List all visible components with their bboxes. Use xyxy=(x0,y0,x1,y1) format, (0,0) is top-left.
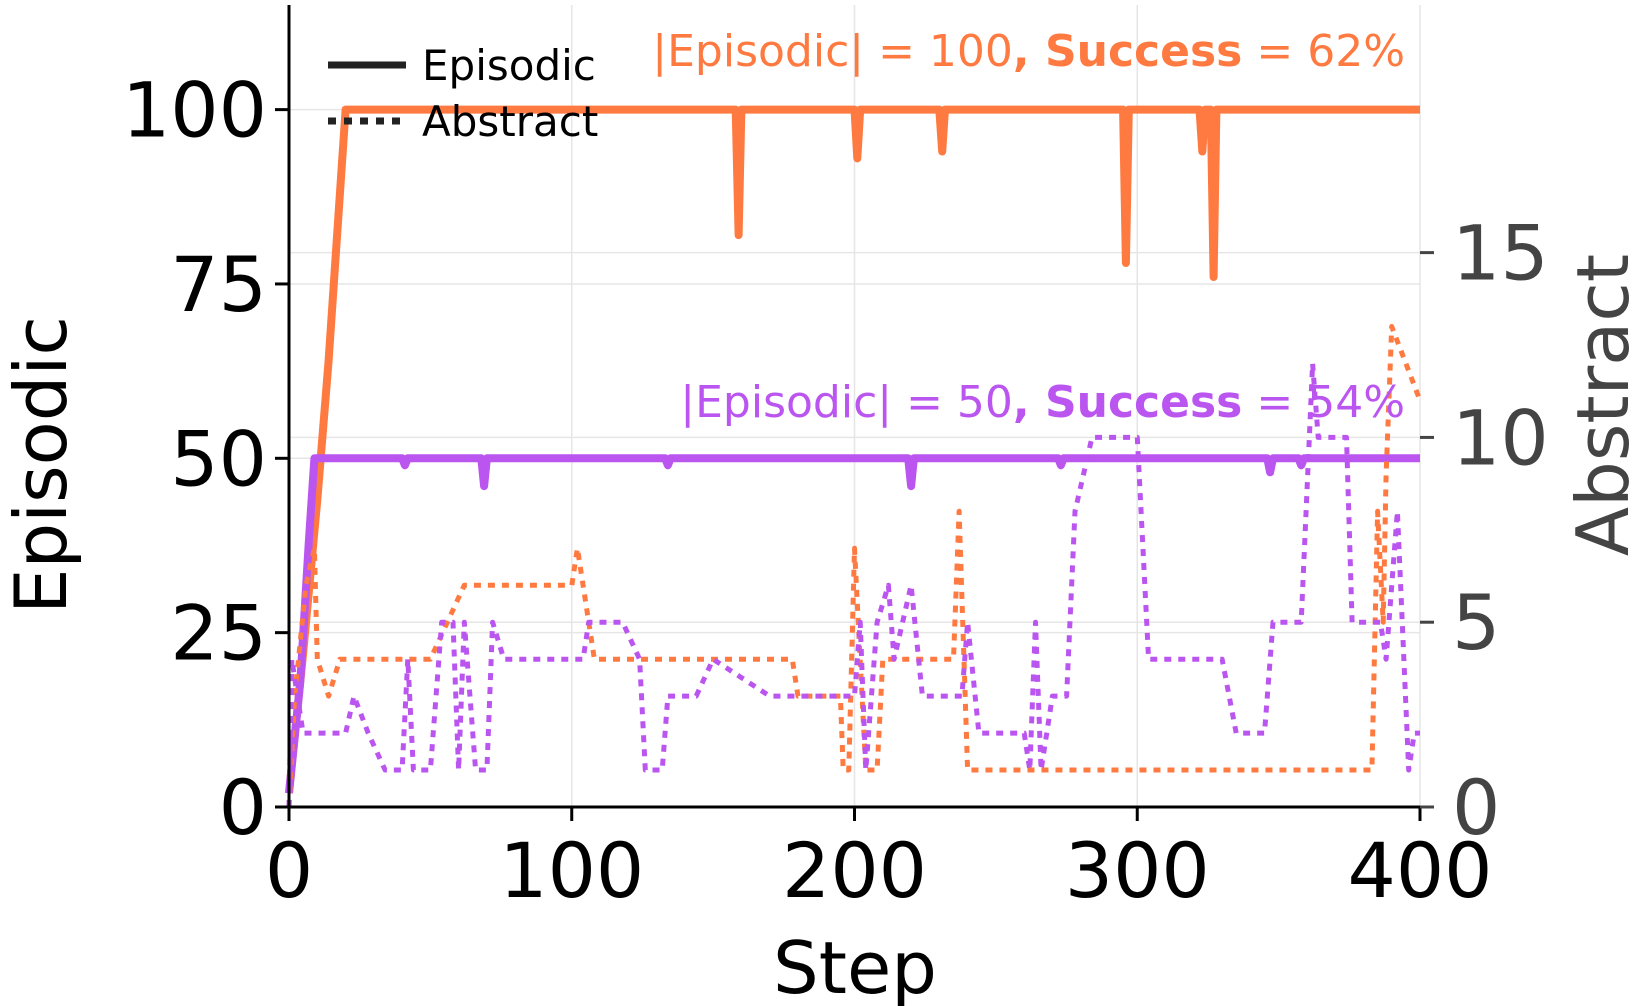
annotation-episodic-100: |Episodic| = 100, Success = 62% xyxy=(652,26,1405,77)
x-axis-label: Step xyxy=(773,926,937,1006)
x-tick-label: 100 xyxy=(499,826,644,915)
y-tick-label-left: 0 xyxy=(219,763,267,852)
x-tick-label: 400 xyxy=(1347,826,1492,915)
y-axis-label-right: Abstract xyxy=(1561,254,1636,556)
series-line-1-solid xyxy=(285,454,1420,794)
series-line-3-dotted xyxy=(286,361,1420,808)
series-line-2-dotted xyxy=(286,324,1423,808)
annotation-episodic-100-bold: , Success xyxy=(1013,26,1242,77)
y-tick-label-left: 25 xyxy=(170,589,267,678)
annotation-episodic-100-suffix: = 62% xyxy=(1242,26,1405,77)
annotation-episodic-50: |Episodic| = 50, Success = 54% xyxy=(680,377,1405,428)
legend-label-abstract: Abstract xyxy=(422,97,598,146)
y-tick-label-right: 5 xyxy=(1452,578,1500,667)
annotation-episodic-50-suffix: = 54% xyxy=(1242,377,1405,428)
series-layer xyxy=(285,105,1423,808)
series-line-0-solid xyxy=(285,105,1420,794)
annotation-episodic-100-prefix: |Episodic| = 100 xyxy=(652,26,1013,77)
legend: Episodic Abstract xyxy=(328,41,598,146)
x-tick-label: 0 xyxy=(265,826,313,915)
y-tick-label-left: 50 xyxy=(170,414,267,503)
x-tick-label: 200 xyxy=(782,826,927,915)
annotation-episodic-50-prefix: |Episodic| = 50 xyxy=(680,377,1013,428)
y-tick-label-left: 100 xyxy=(122,66,267,155)
legend-label-episodic: Episodic xyxy=(422,41,596,90)
y-tick-label-right: 10 xyxy=(1452,393,1549,482)
x-tick-label: 300 xyxy=(1065,826,1210,915)
y-tick-label-right: 0 xyxy=(1452,763,1500,852)
y-tick-label-left: 75 xyxy=(170,240,267,329)
y-axis-label-left: Episodic xyxy=(0,316,83,614)
annotation-episodic-50-bold: , Success xyxy=(1013,377,1242,428)
y-tick-label-right: 15 xyxy=(1452,209,1549,298)
